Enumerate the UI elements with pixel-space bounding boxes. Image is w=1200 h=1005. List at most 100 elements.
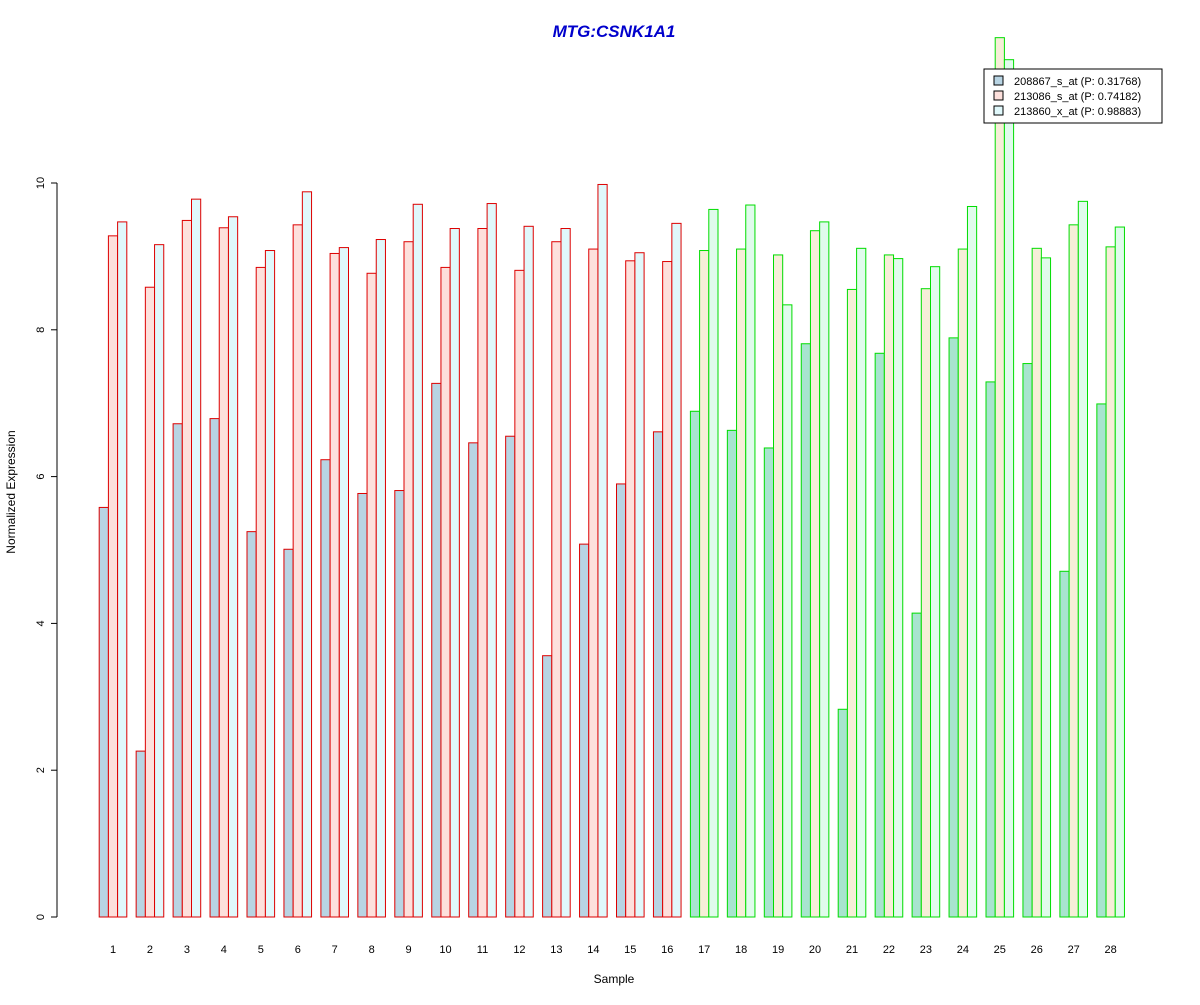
bar: [440, 266, 451, 918]
bar: [551, 241, 562, 918]
bar: [117, 221, 128, 918]
bar: [948, 337, 959, 918]
bar: [283, 548, 294, 918]
bar: [320, 459, 331, 918]
bar: [745, 204, 756, 918]
x-tick-label: 11: [477, 944, 488, 956]
bar: [736, 248, 747, 918]
bar: [911, 612, 922, 918]
bar: [181, 219, 193, 918]
bar: [994, 37, 1005, 918]
x-tick-label: 27: [1068, 944, 1080, 956]
bar: [542, 655, 553, 918]
bar: [985, 381, 996, 918]
x-tick-label: 21: [846, 944, 858, 956]
bar: [338, 247, 349, 918]
bar: [652, 431, 664, 918]
bar: [486, 203, 497, 918]
bar: [135, 750, 146, 918]
bar: [246, 531, 257, 918]
legend: 208867_s_at (P: 0.31768) 213086_s_at (P: …: [983, 68, 1163, 124]
bar: [468, 442, 479, 918]
bar: [292, 224, 303, 918]
y-tick-label: 10: [35, 177, 47, 189]
bar: [375, 239, 386, 918]
x-tick-label: 8: [369, 944, 375, 956]
legend-entry: 213086_s_at (P: 0.74182): [1014, 91, 1141, 103]
bar: [227, 216, 239, 918]
bar: [366, 272, 377, 918]
bar: [634, 252, 645, 918]
bar: [218, 227, 229, 918]
bar: [671, 222, 682, 918]
x-tick-label: 10: [439, 944, 451, 956]
bar: [1096, 403, 1107, 918]
bar: [1077, 200, 1089, 918]
y-tick-label: 8: [35, 327, 47, 333]
chart-title: MTG:CSNK1A1: [553, 22, 676, 41]
x-tick-label: 14: [587, 944, 599, 956]
bar: [1003, 59, 1015, 918]
x-axis-label: Sample: [594, 972, 635, 986]
bar: [662, 261, 673, 918]
x-tick-label: 16: [661, 944, 673, 956]
bar: [689, 410, 701, 918]
bar: [1022, 363, 1033, 918]
bar: [144, 286, 156, 918]
legend-swatch: [993, 75, 1004, 86]
bar: [403, 241, 414, 918]
bar: [809, 230, 821, 918]
bar: [588, 248, 599, 918]
x-tick-label: 23: [920, 944, 932, 956]
bar: [514, 269, 525, 918]
bar: [763, 447, 774, 918]
bar: [264, 250, 276, 918]
y-tick-label: 2: [35, 767, 47, 773]
x-tick-labels: 1 2 3 4 5 6 7 8 9 10 11 12 13 14 15 16 17 18 19 20 21 22 23 24 2…: [110, 944, 1117, 956]
bar: [301, 191, 313, 918]
x-tick-label: 5: [258, 944, 264, 956]
legend-entry: 208867_s_at (P: 0.31768): [1014, 76, 1141, 88]
bar: [98, 506, 109, 918]
bar: [1040, 257, 1052, 918]
bar: [255, 266, 266, 918]
legend-swatch: [993, 105, 1004, 116]
bar: [957, 248, 968, 918]
bar: [209, 418, 220, 918]
x-tick-label: 25: [994, 944, 1006, 956]
bar: [856, 247, 867, 918]
bars-group: [98, 37, 1125, 918]
bar: [431, 382, 442, 918]
x-tick-label: 13: [550, 944, 562, 956]
x-tick-label: 4: [221, 944, 227, 956]
bar: [1114, 226, 1125, 918]
x-tick-label: 26: [1031, 944, 1043, 956]
bar: [837, 708, 848, 918]
legend-entry: 213860_x_at (P: 0.98883): [1014, 106, 1141, 118]
bar: [172, 423, 183, 918]
bar: [107, 235, 119, 918]
x-tick-label: 24: [957, 944, 969, 956]
bar: [579, 543, 590, 918]
x-tick-label: 2: [147, 944, 153, 956]
x-tick-label: 12: [513, 944, 525, 956]
bar: [477, 228, 488, 918]
bar: [930, 266, 941, 918]
bar: [726, 429, 738, 918]
bar: [412, 203, 423, 918]
bar: [560, 228, 571, 918]
bar: [874, 352, 885, 918]
bar: [357, 492, 368, 918]
y-axis-label: Normalized Expression: [4, 430, 18, 553]
bar: [1105, 246, 1116, 918]
bar: [616, 483, 627, 918]
bar: [819, 221, 830, 918]
bar: [1059, 570, 1070, 918]
x-tick-label: 1: [110, 944, 116, 956]
x-tick-label: 22: [883, 944, 895, 956]
bar: [966, 205, 978, 918]
bar: [893, 258, 904, 918]
bar: [191, 198, 202, 918]
